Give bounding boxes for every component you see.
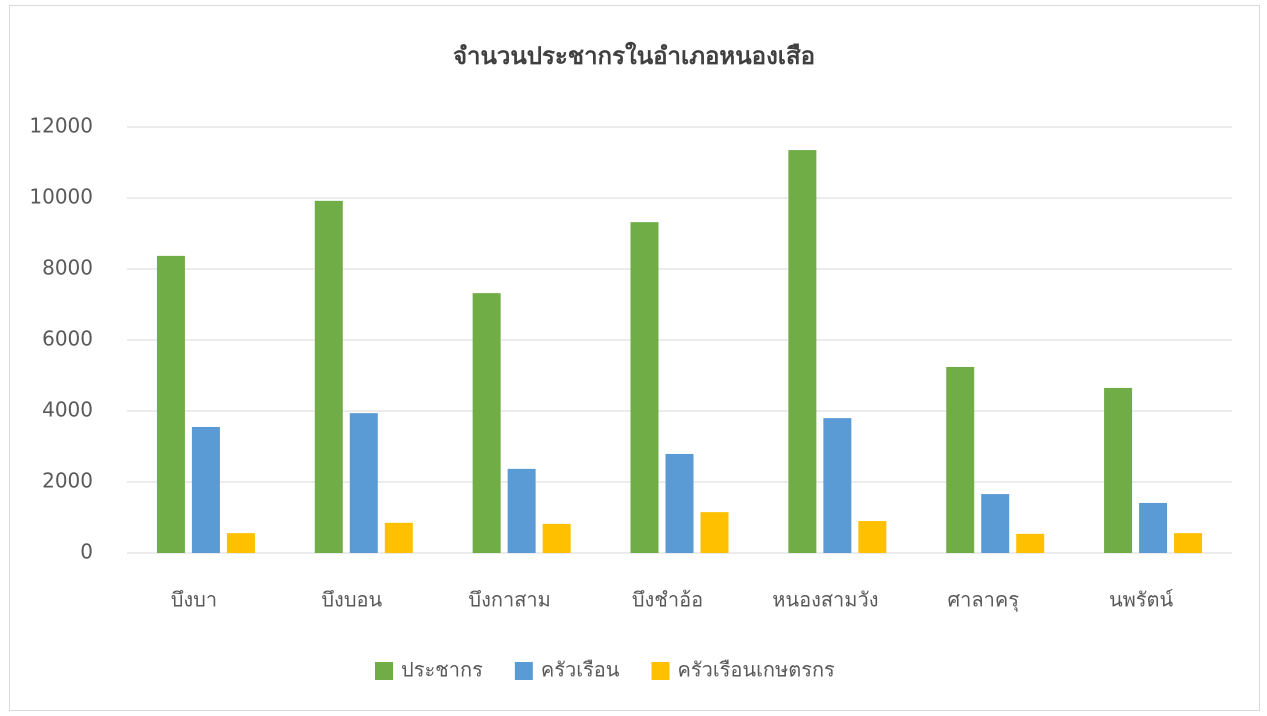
legend-swatch bbox=[514, 662, 533, 680]
bar bbox=[823, 418, 852, 553]
bar bbox=[191, 426, 220, 553]
bar bbox=[384, 522, 413, 553]
legend-label: ครัวเรือนเกษตรกร bbox=[677, 658, 835, 682]
legend-label: ประชากร bbox=[401, 658, 483, 682]
y-tick-label: 2000 bbox=[42, 469, 93, 493]
x-tick-label: นพรัตน์ bbox=[1109, 588, 1174, 612]
x-tick-label: บึงชำอ้อ bbox=[632, 588, 703, 612]
y-tick-label: 10000 bbox=[29, 185, 93, 209]
x-tick-label: บึงบา bbox=[171, 588, 217, 612]
bar bbox=[314, 200, 343, 553]
y-tick-label: 12000 bbox=[29, 114, 93, 138]
legend-label: ครัวเรือน bbox=[541, 658, 620, 682]
y-tick-label: 8000 bbox=[42, 256, 93, 280]
bar bbox=[630, 222, 659, 553]
legend-swatch bbox=[651, 662, 670, 680]
bar bbox=[981, 494, 1010, 553]
y-tick-label: 0 bbox=[80, 540, 93, 564]
bar bbox=[542, 523, 571, 553]
bar bbox=[946, 366, 975, 553]
bar bbox=[700, 512, 729, 553]
y-tick-label: 6000 bbox=[42, 327, 93, 351]
x-tick-label: บึงบอน bbox=[321, 588, 382, 612]
y-tick-label: 4000 bbox=[42, 398, 93, 422]
legend-swatch bbox=[375, 662, 393, 680]
bar bbox=[507, 468, 536, 553]
x-tick-label: บึงกาสาม bbox=[468, 588, 550, 612]
bar bbox=[1016, 533, 1045, 553]
bar bbox=[665, 453, 694, 553]
bar bbox=[1104, 387, 1133, 553]
bar bbox=[1174, 533, 1203, 553]
x-tick-label: หนองสามวัง bbox=[772, 588, 878, 612]
bar bbox=[472, 293, 501, 553]
bar bbox=[788, 150, 817, 553]
bar bbox=[349, 413, 378, 553]
chart-title: จำนวนประชากรในอำเภอหนองเสือ bbox=[453, 41, 815, 70]
bar bbox=[226, 533, 255, 553]
bar bbox=[858, 521, 887, 553]
bar bbox=[1139, 502, 1168, 553]
x-tick-label: ศาลาครุ bbox=[947, 588, 1019, 613]
bar bbox=[156, 255, 185, 554]
